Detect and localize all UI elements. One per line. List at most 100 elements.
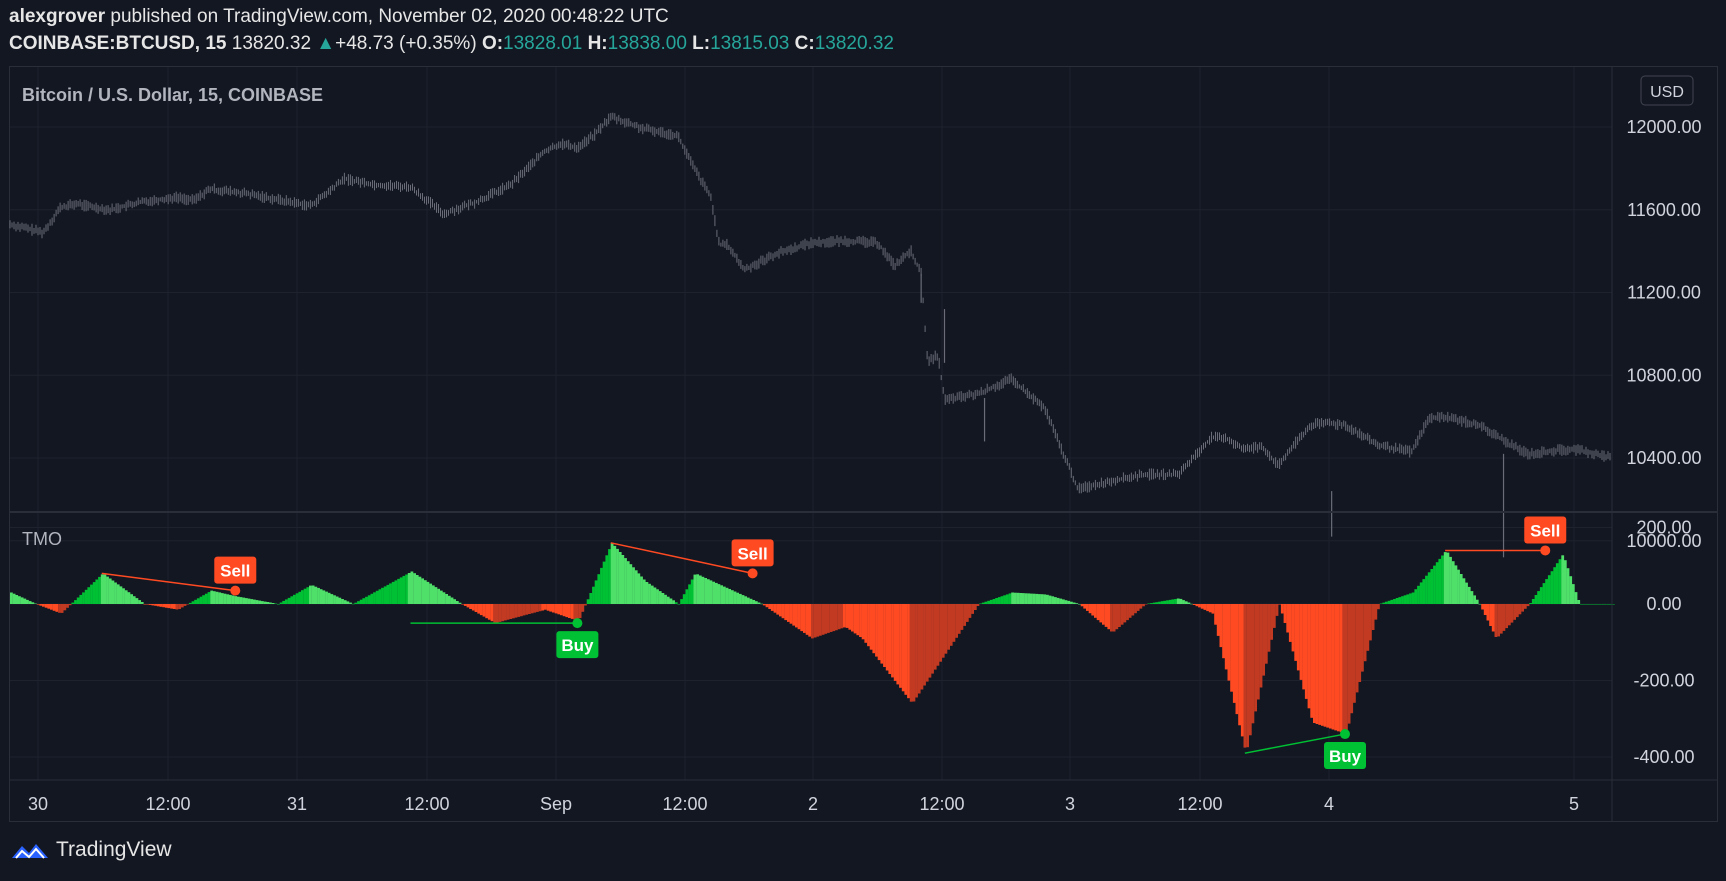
tmo-bar	[167, 604, 171, 609]
tmo-bar	[1593, 604, 1597, 605]
tmo-bar	[1355, 604, 1359, 693]
tmo-bar	[1195, 604, 1199, 607]
tmo-bar	[319, 589, 323, 604]
tmo-bar	[1531, 599, 1535, 604]
tmo-bar	[738, 593, 742, 604]
tmo-bar	[893, 604, 897, 681]
tmo-bar	[560, 604, 563, 616]
tmo-bar	[952, 604, 956, 642]
tmo-bar	[1139, 604, 1143, 609]
tmo-bar	[228, 594, 232, 604]
close-label: C:	[794, 33, 815, 54]
tmo-bar	[520, 604, 523, 617]
tmo-bar	[626, 561, 630, 604]
currency-button[interactable]	[1640, 75, 1694, 106]
tmo-bar	[1382, 602, 1386, 604]
tmo-bar	[1580, 604, 1583, 605]
sell-label-box[interactable]	[731, 539, 774, 567]
x-tick-label: 12:00	[145, 794, 190, 814]
tmo-bar	[888, 604, 892, 674]
sell-label-box[interactable]	[1524, 516, 1567, 544]
tmo-bar	[661, 593, 665, 604]
tmo-bar	[680, 599, 683, 604]
tmo-bar	[407, 573, 411, 604]
tmo-bar	[1491, 604, 1495, 632]
tmo-bar	[1313, 604, 1316, 723]
tmo-bar	[1035, 593, 1039, 604]
tmo-bar	[100, 574, 104, 604]
tradingview-logo[interactable]: TradingView	[10, 838, 172, 862]
tmo-bar	[811, 604, 814, 639]
tmo-bar	[597, 574, 601, 604]
tmo-bar	[335, 596, 339, 604]
tmo-bar	[1168, 599, 1172, 604]
tmo-bar	[207, 592, 211, 604]
tmo-bar	[1054, 597, 1057, 604]
tmo-bar	[800, 604, 804, 632]
tmo-bar	[1467, 586, 1471, 604]
currency-label[interactable]: USD	[1650, 84, 1684, 101]
tmo-bar	[23, 598, 27, 604]
tmo-bar	[1521, 604, 1524, 612]
publisher-name[interactable]: alexgrover	[9, 6, 106, 27]
tmo-bar	[656, 589, 659, 604]
tmo-bar	[1494, 604, 1498, 637]
price-y-tick-label: 11200.00	[1627, 283, 1701, 303]
tmo-bar	[1347, 604, 1351, 724]
tmo-bar	[44, 604, 48, 608]
tmo-bar	[498, 604, 502, 622]
tmo-bar	[904, 604, 908, 695]
tmo-bar	[693, 574, 697, 604]
tmo-bar	[1353, 604, 1356, 703]
tmo-bar	[1080, 604, 1084, 607]
sell-signal[interactable]: Sell	[214, 556, 257, 584]
tmo-bar	[1612, 604, 1615, 605]
tmo-bar	[1275, 604, 1279, 616]
brand-name: TradingView	[56, 838, 172, 861]
tmo-bar	[1008, 593, 1012, 604]
tmo-bar	[245, 598, 248, 604]
tmo-bar	[317, 587, 320, 604]
tmo-bar	[704, 578, 707, 604]
tmo-bar	[720, 585, 723, 604]
sell-signal[interactable]: Sell	[731, 539, 774, 567]
low-label: L:	[692, 33, 711, 54]
tmo-bar	[899, 604, 902, 688]
tmo-bar	[1046, 594, 1049, 604]
tmo-bar	[34, 603, 37, 604]
tmo-bar	[1507, 604, 1511, 626]
tmo-bar	[140, 602, 144, 604]
sell-label-box[interactable]	[214, 556, 257, 584]
tmo-bar	[79, 594, 83, 604]
tmo-bar	[624, 558, 627, 604]
tmo-bar	[1462, 578, 1466, 604]
tmo-bar	[690, 579, 694, 604]
tmo-bar	[223, 593, 227, 604]
tmo-bar	[709, 580, 713, 604]
tmo-bar	[445, 594, 448, 604]
tmo-bar	[1609, 604, 1613, 605]
sell-signal[interactable]: Sell	[1524, 516, 1567, 544]
buy-label-box[interactable]	[556, 631, 599, 659]
tmo-bar	[135, 598, 139, 604]
tmo-bar	[279, 602, 283, 604]
tmo-bar	[1021, 593, 1025, 604]
tmo-y-tick-label: 0.00	[1646, 594, 1681, 614]
tmo-bar	[1371, 604, 1375, 630]
price-pane[interactable]	[9, 112, 1611, 558]
tmo-bar	[199, 596, 203, 604]
tmo-bar	[821, 604, 825, 635]
tmo-bar	[608, 549, 611, 604]
tmo-bar	[309, 585, 312, 604]
tmo-pane[interactable]: Sell Buy Sell Buy Sell	[10, 516, 1615, 770]
tmo-bar	[399, 577, 403, 604]
tmo-bar	[1070, 601, 1073, 604]
tmo-bar	[212, 591, 216, 604]
tmo-bar	[677, 604, 681, 605]
buy-signal[interactable]: Buy	[556, 631, 599, 659]
tmo-bar	[968, 604, 972, 618]
buy-label-box[interactable]	[1324, 742, 1366, 770]
tmo-bar	[1059, 598, 1063, 604]
buy-signal[interactable]: Buy	[1324, 742, 1366, 770]
